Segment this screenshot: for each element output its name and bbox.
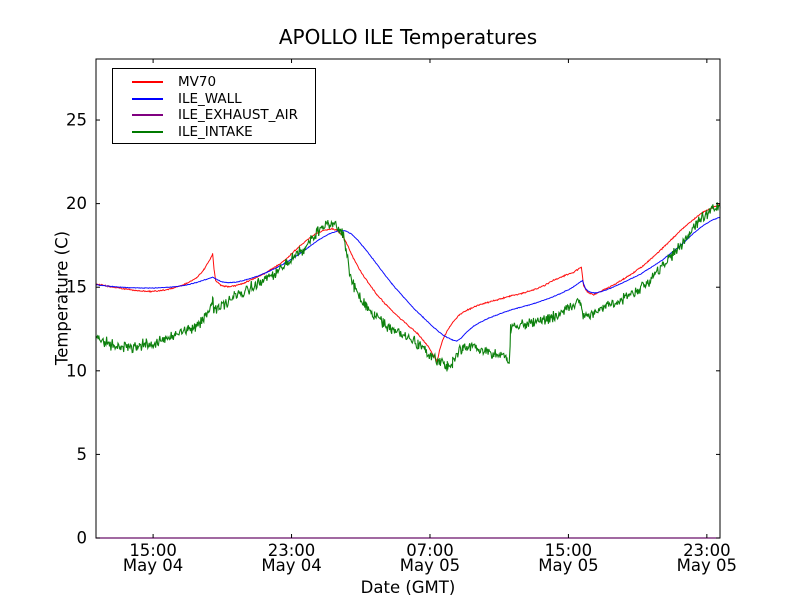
- legend-item: MV70: [132, 74, 315, 91]
- x-tick-label-date: May 05: [677, 556, 737, 575]
- legend-item-label: ILE_WALL: [178, 90, 242, 107]
- series-line-ile_wall: [95, 216, 721, 342]
- legend-line-swatch-mv70: [132, 81, 163, 84]
- y-tick-label: 0: [77, 529, 88, 548]
- legend-item-label: MV70: [178, 74, 217, 91]
- legend-item: ILE_INTAKE: [132, 124, 315, 141]
- y-tick-label: 15: [66, 278, 87, 297]
- legend-item: ILE_EXHAUST_AIR: [132, 107, 315, 124]
- x-tick-label-time: 23:00: [683, 541, 731, 560]
- x-tick-label-time: 15:00: [129, 541, 177, 560]
- x-tick-label-date: May 05: [400, 556, 460, 575]
- legend: MV70 ILE_WALL ILE_EXHAUST_AIR ILE_INTAKE: [112, 68, 316, 144]
- y-tick-label: 5: [77, 445, 88, 464]
- x-tick-label-time: 07:00: [406, 541, 454, 560]
- x-tick-label-time: 23:00: [268, 541, 316, 560]
- x-tick-label-time: 15:00: [545, 541, 593, 560]
- x-tick-label-date: May 04: [261, 556, 321, 575]
- legend-line-swatch-ile_intake: [132, 130, 163, 133]
- series-line-mv70: [95, 203, 721, 364]
- legend-item-label: ILE_EXHAUST_AIR: [178, 107, 298, 124]
- y-tick-label: 20: [66, 194, 87, 213]
- legend-item: ILE_WALL: [132, 91, 315, 108]
- series-line-ile_intake: [95, 202, 721, 372]
- legend-item-label: ILE_INTAKE: [178, 123, 253, 140]
- chart-title: APOLLO ILE Temperatures: [278, 25, 538, 49]
- y-tick-label: 10: [66, 361, 87, 380]
- x-tick-label-date: May 04: [123, 556, 183, 575]
- x-axis-label: Date (GMT): [360, 578, 456, 597]
- legend-line-swatch-ile_wall: [132, 97, 163, 100]
- legend-line-swatch-ile_exhaust_air: [132, 114, 163, 117]
- y-axis-label: Temperature (C): [52, 230, 72, 366]
- y-tick-label: 25: [66, 111, 87, 130]
- x-tick-label-date: May 05: [538, 556, 598, 575]
